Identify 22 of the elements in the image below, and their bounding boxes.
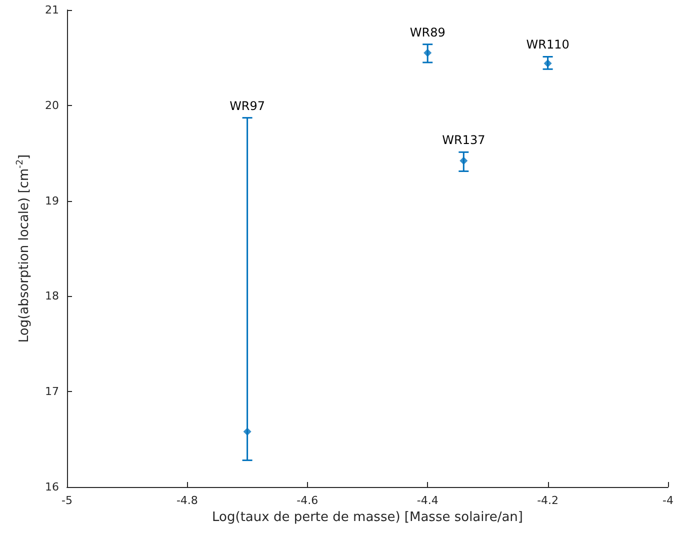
annotation: WR97 [230, 98, 266, 113]
x-tick-label: -4.2 [537, 494, 559, 507]
x-axis-title: Log(taux de perte de masse) [Masse solaire/an] [212, 510, 523, 525]
annotation: WR110 [526, 38, 570, 52]
y-tick-label: 19 [45, 194, 59, 208]
y-tick-label: 17 [45, 385, 59, 398]
y-tick-label: 20 [45, 98, 59, 112]
x-tick-label: -4.4 [416, 494, 438, 507]
point [424, 48, 432, 57]
y-tick-label: 16 [45, 480, 59, 494]
y-axis-title: Log(absorption locale) [cm-2] [16, 154, 32, 343]
x-tick-label: -4 [662, 494, 674, 507]
y-tick-label: 18 [45, 290, 59, 303]
y-tick-label: 21 [45, 4, 59, 16]
point [460, 156, 468, 165]
annotation: WR89 [410, 25, 446, 40]
point [243, 428, 252, 436]
x-tick-label: -4.8 [176, 494, 198, 507]
x-tick-label: -5 [62, 494, 72, 507]
annotation: WR137 [442, 133, 486, 148]
x-tick-label: -4.6 [296, 494, 318, 507]
point [544, 59, 552, 68]
